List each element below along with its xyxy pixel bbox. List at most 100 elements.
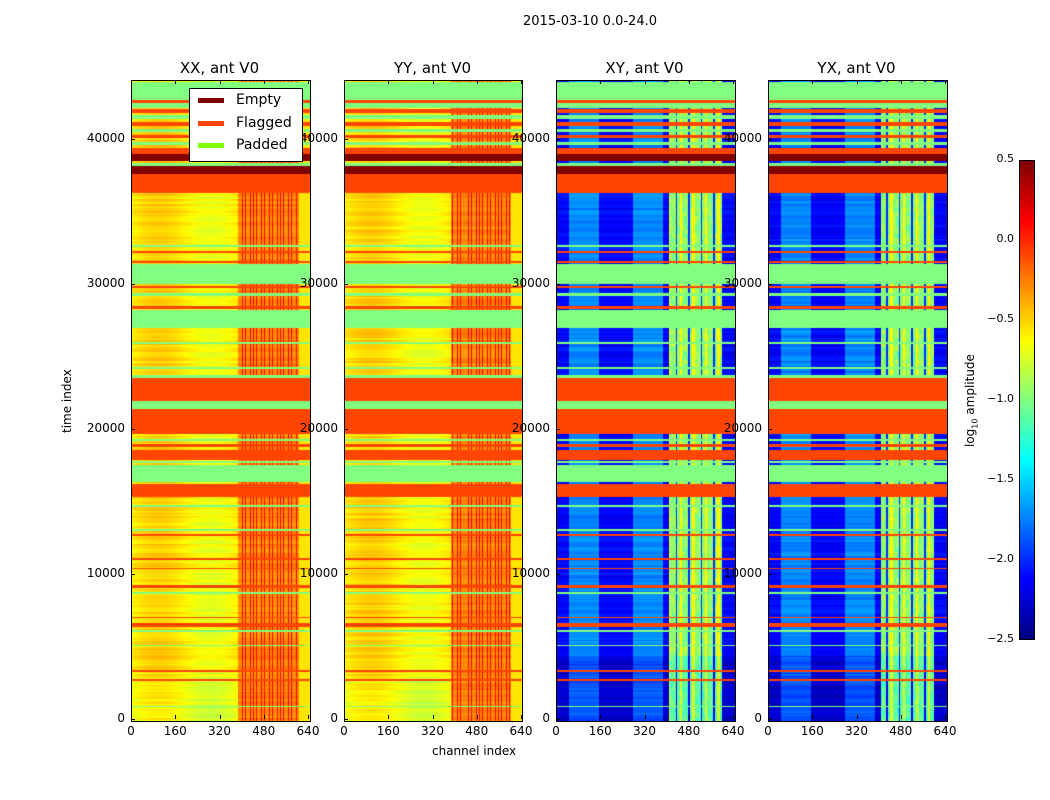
y-tick-mark <box>344 574 348 576</box>
heatmap-xx <box>131 80 311 722</box>
legend-entry-empty: Empty <box>198 90 281 110</box>
y-tick-label: 20000 <box>86 421 125 436</box>
x-tick-mark-top <box>812 80 814 84</box>
y-tick-label: 30000 <box>511 276 550 291</box>
y-tick-mark <box>344 719 348 720</box>
y-tick-mark <box>344 429 348 431</box>
x-tick-mark <box>644 715 646 719</box>
x-tick-label: 320 <box>845 724 868 738</box>
x-tick-label: 640 <box>933 724 957 738</box>
colorbar-tick-label: 0.5 <box>996 152 1015 165</box>
x-tick-mark-top <box>219 80 221 84</box>
y-tick-mark <box>556 719 560 720</box>
y-axis-label: time index <box>60 369 74 433</box>
x-tick-mark <box>388 715 390 719</box>
y-tick-label: 10000 <box>299 566 338 581</box>
x-tick-mark <box>219 715 221 719</box>
colorbar-label-log: log <box>963 428 977 447</box>
panel-title-xx: XX, ant V0 <box>179 59 260 77</box>
legend-swatch-padded <box>198 142 224 148</box>
y-tick-label: 0 <box>754 711 762 725</box>
colorbar-tick-label: −2.0 <box>987 552 1014 565</box>
y-tick-mark <box>131 574 135 576</box>
x-tick-mark-top <box>856 80 858 84</box>
x-tick-label: 160 <box>588 724 612 738</box>
x-tick-label: 0 <box>552 724 560 738</box>
x-tick-mark-top <box>388 80 390 84</box>
x-tick-mark-top <box>175 80 177 84</box>
x-tick-mark <box>263 715 265 719</box>
y-tick-label: 30000 <box>723 276 762 291</box>
x-tick-mark <box>600 715 602 719</box>
x-tick-label: 640 <box>296 724 320 738</box>
x-tick-mark-top <box>733 80 734 84</box>
y-tick-label: 10000 <box>86 566 125 581</box>
heatmap-yx <box>768 80 948 722</box>
colorbar-tick-label: −1.0 <box>987 392 1014 405</box>
x-tick-mark <box>945 715 946 719</box>
x-tick-mark <box>856 715 858 719</box>
x-tick-mark-top <box>644 80 646 84</box>
x-tick-mark-top <box>432 80 434 84</box>
y-tick-mark <box>556 139 560 141</box>
x-tick-mark <box>688 715 690 719</box>
x-tick-mark <box>812 715 814 719</box>
x-tick-label: 480 <box>465 724 489 738</box>
heatmap-yy <box>344 80 523 722</box>
x-tick-mark <box>521 715 522 719</box>
legend: Empty Flagged Padded <box>189 88 303 162</box>
legend-label-padded: Padded <box>236 137 288 153</box>
x-tick-mark-top <box>556 80 557 84</box>
legend-label-empty: Empty <box>236 92 282 108</box>
y-tick-label: 30000 <box>299 276 338 291</box>
legend-swatch-empty <box>198 97 224 103</box>
x-tick-mark <box>175 715 177 719</box>
x-tick-mark-top <box>263 80 265 84</box>
x-tick-mark <box>900 715 902 719</box>
y-tick-mark <box>768 719 772 720</box>
legend-entry-flagged: Flagged <box>198 113 292 133</box>
y-tick-label: 0 <box>542 711 550 725</box>
panel-title-xy: XY, ant V0 <box>605 59 684 77</box>
x-tick-mark <box>733 715 734 719</box>
y-tick-mark <box>768 429 772 431</box>
y-tick-label: 10000 <box>723 566 762 581</box>
colorbar-tick-label: 0.0 <box>996 232 1015 245</box>
x-tick-mark <box>308 715 309 719</box>
x-tick-mark-top <box>600 80 602 84</box>
x-tick-label: 640 <box>721 724 745 738</box>
x-tick-label: 320 <box>208 724 231 738</box>
x-tick-label: 480 <box>252 724 276 738</box>
y-tick-mark <box>556 574 560 576</box>
x-tick-mark <box>131 715 132 719</box>
y-tick-mark <box>768 139 772 141</box>
y-tick-mark <box>556 429 560 431</box>
y-tick-mark <box>344 139 348 141</box>
y-tick-mark <box>131 139 135 141</box>
y-tick-label: 40000 <box>723 131 762 146</box>
y-tick-mark <box>768 284 772 286</box>
x-tick-mark-top <box>476 80 478 84</box>
x-tick-mark <box>768 715 769 719</box>
x-tick-mark <box>476 715 478 719</box>
y-tick-label: 40000 <box>511 131 550 146</box>
y-tick-label: 10000 <box>511 566 550 581</box>
y-tick-label: 40000 <box>299 131 338 146</box>
colorbar-label-sub: 10 <box>970 418 980 429</box>
x-tick-label: 160 <box>800 724 824 738</box>
x-tick-label: 480 <box>677 724 701 738</box>
panel-title-yy: YY, ant V0 <box>393 59 471 77</box>
x-tick-label: 320 <box>421 724 444 738</box>
y-tick-mark <box>131 284 135 286</box>
x-tick-mark <box>344 715 345 719</box>
x-tick-label: 0 <box>764 724 772 738</box>
x-tick-label: 160 <box>163 724 187 738</box>
x-tick-mark-top <box>768 80 769 84</box>
y-tick-label: 0 <box>330 711 338 725</box>
x-tick-mark <box>432 715 434 719</box>
y-tick-label: 30000 <box>86 276 125 291</box>
y-tick-mark <box>131 719 135 720</box>
y-tick-mark <box>556 284 560 286</box>
colorbar <box>1019 160 1035 640</box>
